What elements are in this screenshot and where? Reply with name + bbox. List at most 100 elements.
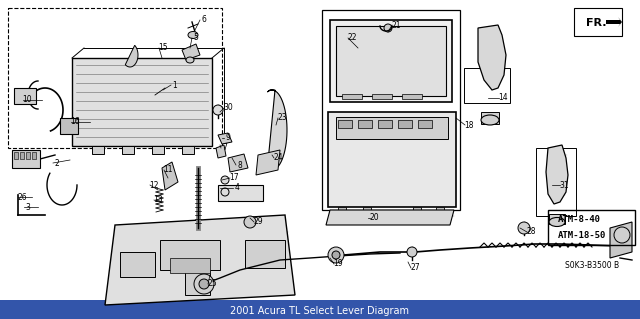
Circle shape (221, 176, 229, 184)
Bar (152, 146, 164, 154)
Bar (574, 8, 622, 36)
Text: 1: 1 (173, 80, 177, 90)
Bar (14, 152, 18, 159)
Bar (336, 26, 446, 96)
Text: 23: 23 (277, 114, 287, 122)
Bar (60, 118, 78, 134)
Bar (372, 94, 392, 99)
Bar (72, 58, 212, 146)
Bar (336, 117, 448, 139)
Ellipse shape (549, 218, 565, 226)
Text: 24: 24 (273, 153, 283, 162)
Text: 9: 9 (225, 133, 230, 143)
Text: 14: 14 (498, 93, 508, 102)
Polygon shape (182, 44, 200, 60)
Bar (122, 146, 134, 154)
Polygon shape (606, 17, 622, 27)
Text: 30: 30 (223, 103, 233, 113)
Polygon shape (478, 25, 506, 90)
Text: 7: 7 (223, 144, 227, 152)
Polygon shape (218, 133, 232, 144)
Text: 18: 18 (464, 121, 474, 130)
Text: 8: 8 (237, 160, 243, 169)
Bar (363, 207, 371, 219)
Ellipse shape (186, 57, 194, 63)
Bar (182, 146, 194, 154)
Bar (338, 207, 346, 219)
Circle shape (328, 247, 344, 263)
Bar (342, 94, 362, 99)
Bar (328, 112, 456, 207)
Text: 12: 12 (149, 181, 159, 189)
Text: 5: 5 (193, 33, 198, 42)
Circle shape (614, 227, 630, 243)
Ellipse shape (481, 115, 499, 125)
Text: 21: 21 (391, 20, 401, 29)
Bar (549, 214, 565, 224)
Text: 10: 10 (22, 95, 32, 105)
Polygon shape (105, 215, 295, 305)
Text: 31: 31 (559, 181, 569, 189)
Bar (20, 152, 24, 159)
Bar (413, 207, 421, 219)
Bar (120, 252, 155, 277)
Text: 22: 22 (348, 33, 356, 42)
Polygon shape (256, 150, 280, 175)
Bar (14, 88, 36, 104)
Text: 15: 15 (158, 43, 168, 53)
Polygon shape (216, 145, 226, 158)
Text: 20: 20 (369, 213, 379, 222)
Polygon shape (326, 210, 454, 225)
Text: 26: 26 (17, 192, 27, 202)
Text: 2: 2 (54, 159, 60, 167)
Bar (338, 120, 352, 128)
Polygon shape (228, 154, 248, 172)
Bar (185, 270, 210, 295)
Text: 17: 17 (229, 174, 239, 182)
Polygon shape (546, 145, 568, 204)
Text: 27: 27 (410, 263, 420, 272)
Circle shape (518, 222, 530, 234)
Text: 29: 29 (253, 218, 263, 226)
Text: 19: 19 (333, 259, 343, 269)
Text: ATM-18-50: ATM-18-50 (558, 231, 606, 240)
Bar (26, 152, 30, 159)
Circle shape (221, 188, 229, 196)
Bar (481, 112, 499, 124)
Bar (418, 120, 432, 128)
Bar (536, 148, 576, 216)
Bar (245, 240, 285, 268)
Text: 13: 13 (153, 196, 163, 204)
Text: FR.: FR. (586, 18, 607, 28)
Polygon shape (125, 45, 138, 67)
Circle shape (244, 216, 256, 228)
Bar (92, 146, 104, 154)
Polygon shape (268, 90, 287, 170)
Text: 4: 4 (235, 183, 239, 192)
Bar (548, 210, 635, 245)
Bar (330, 20, 452, 102)
Bar (170, 258, 210, 273)
Bar (464, 68, 510, 103)
Polygon shape (162, 162, 178, 190)
Circle shape (332, 251, 340, 259)
Bar (218, 185, 263, 201)
Text: S0K3-B3500 B: S0K3-B3500 B (565, 261, 619, 270)
Bar (358, 120, 372, 128)
Text: ATM-8-40: ATM-8-40 (558, 216, 601, 225)
Text: 25: 25 (207, 279, 217, 288)
Bar (398, 120, 412, 128)
Circle shape (213, 105, 223, 115)
Circle shape (384, 24, 392, 32)
Circle shape (194, 274, 214, 294)
Polygon shape (610, 222, 632, 258)
Bar (8, 8, 222, 148)
Text: 6: 6 (202, 16, 207, 25)
Bar (402, 94, 422, 99)
Bar (160, 240, 220, 270)
Bar (436, 207, 444, 219)
Bar (12, 150, 40, 168)
Bar (0, 300, 640, 319)
Text: 2001 Acura TL Select Lever Diagram: 2001 Acura TL Select Lever Diagram (230, 306, 410, 316)
Bar (378, 120, 392, 128)
